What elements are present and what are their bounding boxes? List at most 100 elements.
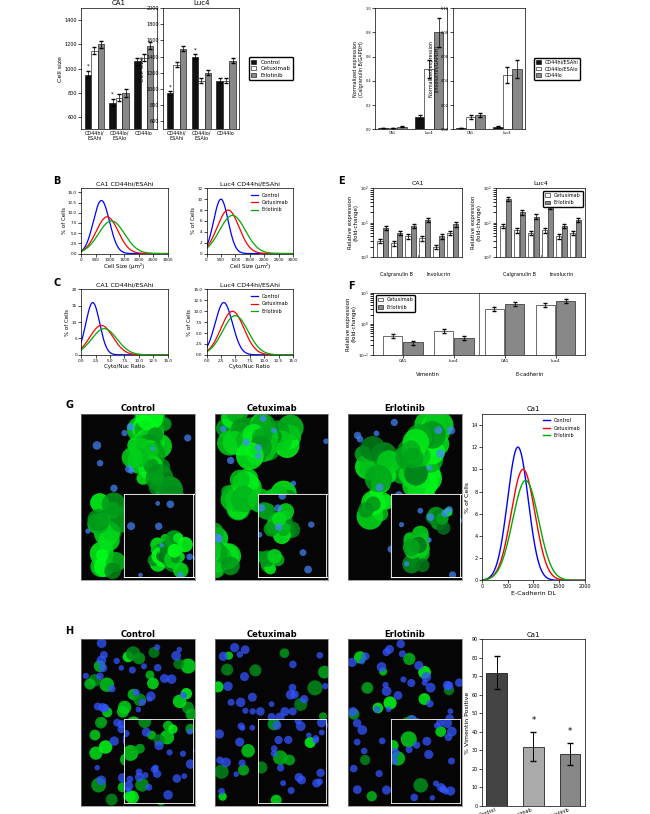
Bar (512, 68, 521, 129)
Point (153, 661, 163, 674)
Point (147, 409, 157, 422)
Point (144, 444, 154, 457)
Point (415, 485, 426, 498)
Point (239, 486, 249, 499)
Point (443, 681, 453, 694)
Point (140, 434, 151, 447)
Bar (198, 81, 205, 169)
Point (154, 498, 164, 511)
Point (84, 677, 95, 690)
Point (170, 775, 180, 788)
Bar (415, 117, 424, 129)
Point (409, 446, 419, 459)
Text: *: * (86, 63, 89, 68)
Point (257, 442, 268, 455)
Text: Vimentin: Vimentin (417, 372, 440, 377)
Point (133, 703, 144, 716)
Point (436, 447, 446, 460)
Text: F: F (348, 281, 354, 291)
Point (148, 431, 158, 444)
Point (237, 721, 248, 734)
Point (172, 778, 183, 791)
Point (166, 787, 176, 800)
Point (107, 526, 118, 539)
Y-axis label: % of Cells: % of Cells (187, 309, 192, 335)
Point (144, 439, 155, 452)
Point (285, 421, 296, 434)
Y-axis label: % of Cells: % of Cells (465, 482, 470, 513)
Point (99, 560, 110, 573)
Point (169, 747, 179, 760)
Point (232, 406, 242, 419)
Point (166, 672, 177, 685)
Point (396, 637, 406, 650)
Point (218, 422, 229, 435)
Bar (383, 228, 388, 814)
Point (288, 658, 298, 671)
Text: *: * (111, 91, 114, 96)
Point (373, 472, 384, 485)
Point (240, 478, 251, 491)
Point (149, 646, 159, 659)
Bar (167, 93, 174, 169)
Point (138, 422, 149, 435)
Point (438, 764, 448, 777)
Point (214, 533, 224, 546)
Point (218, 650, 229, 663)
Point (134, 455, 144, 468)
Point (306, 785, 317, 798)
Point (377, 734, 387, 747)
Point (224, 649, 234, 662)
Y-axis label: % of Cells: % of Cells (191, 208, 196, 234)
Point (144, 410, 155, 423)
Point (300, 553, 311, 566)
Point (380, 464, 390, 477)
Bar (475, 115, 485, 129)
Point (183, 659, 194, 672)
Point (319, 719, 330, 732)
Title: Ca1: Ca1 (526, 406, 540, 412)
Point (169, 497, 179, 510)
Point (412, 715, 423, 728)
Point (318, 710, 328, 723)
Point (374, 453, 384, 466)
X-axis label: Cyto/Nuc Ratio: Cyto/Nuc Ratio (229, 365, 270, 370)
Point (286, 739, 296, 752)
Point (379, 449, 389, 462)
Point (107, 564, 118, 577)
Point (159, 672, 170, 685)
Point (146, 559, 156, 572)
Point (445, 705, 456, 718)
Y-axis label: Relative expression
(fold-change): Relative expression (fold-change) (346, 297, 356, 351)
Point (264, 438, 274, 451)
Y-axis label: Relative expression
(fold-change): Relative expression (fold-change) (348, 196, 359, 249)
Point (360, 754, 370, 767)
Point (442, 679, 452, 692)
Point (352, 429, 363, 442)
Title: CA1 CD44hi/ESAhi: CA1 CD44hi/ESAhi (96, 282, 153, 287)
Point (240, 704, 251, 717)
Point (109, 482, 119, 495)
Point (221, 756, 231, 769)
Point (409, 479, 419, 492)
Point (433, 423, 443, 436)
Point (355, 651, 365, 664)
Point (124, 462, 134, 475)
Bar (502, 75, 512, 129)
Point (263, 775, 273, 788)
Point (411, 435, 421, 449)
Point (315, 649, 325, 662)
Point (376, 477, 386, 490)
Title: Luc4: Luc4 (193, 0, 209, 7)
Point (255, 440, 266, 453)
Point (92, 439, 102, 452)
Title: Control: Control (120, 404, 155, 413)
Point (416, 783, 426, 796)
Point (212, 532, 222, 545)
Bar (229, 60, 236, 169)
Bar (109, 103, 116, 190)
Bar (98, 45, 104, 190)
Point (285, 688, 296, 701)
Point (281, 496, 292, 509)
Bar (534, 217, 539, 814)
